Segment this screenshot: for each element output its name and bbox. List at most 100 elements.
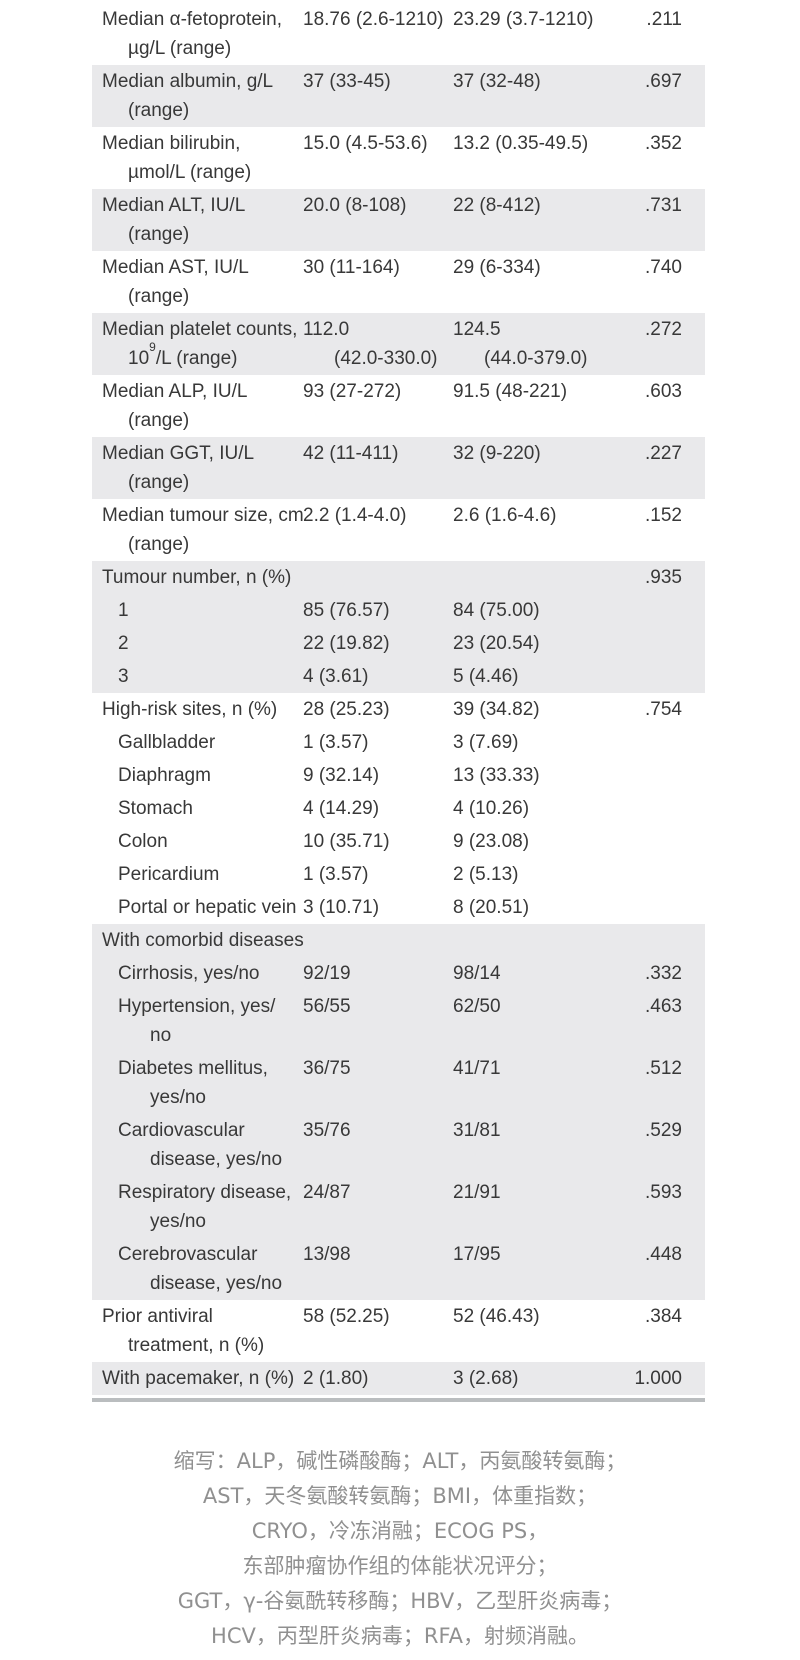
group1-value: 58 (52.25) <box>303 1306 390 1327</box>
p-value: .352 <box>645 133 682 154</box>
group1-value <box>297 926 447 955</box>
table-row: Median GGT, IU/L (range) 42 (11-411) 32 (9-… <box>92 437 705 499</box>
group2-value <box>447 926 597 955</box>
group2-value: 124.5 (44.0-379.0) <box>453 319 588 369</box>
table-row: Median tumour size, cm (range) 2.2 (1.4-4.… <box>92 499 705 561</box>
row-label: Prior antiviral treatment, n (%) <box>102 1306 265 1356</box>
table-row: Pericardium 1 (3.57) 2 (5.13) <box>92 858 705 891</box>
group1-value: 2 (1.80) <box>303 1368 369 1389</box>
group2-value: 5 (4.46) <box>453 666 519 687</box>
footnote-line: 东部肿瘤协作组的体能状况评分； <box>242 1554 558 1578</box>
row-label: Respiratory disease, yes/no <box>118 1182 292 1232</box>
group2-value: 8 (20.51) <box>453 897 530 918</box>
group1-value: 37 (33-45) <box>303 71 391 92</box>
table-row: 1 85 (76.57) 84 (75.00) <box>92 594 705 627</box>
row-label: Cardiovascular disease, yes/no <box>118 1120 283 1170</box>
group1-value <box>297 563 447 592</box>
p-value <box>597 761 705 790</box>
group2-value: 39 (34.82) <box>453 699 540 720</box>
p-value: .740 <box>645 257 682 278</box>
table-row: Respiratory disease, yes/no 24/87 21/91 .593 <box>92 1176 705 1238</box>
table-row: Median bilirubin, µmol/L (range) 15.0 (4.5… <box>92 127 705 189</box>
row-label: Median bilirubin, µmol/L (range) <box>102 133 252 183</box>
p-value: .211 <box>646 9 682 30</box>
row-label: Median platelet counts, 109/L (range) <box>102 319 298 369</box>
abbreviations-footnote: 缩写：ALP，碱性磷酸酶；ALT，丙氨酸转氨酶； AST，天冬氨酸转氨酶；BMI… <box>0 1444 800 1654</box>
p-value <box>597 629 705 658</box>
p-value <box>597 728 705 757</box>
group2-value: 2 (5.13) <box>453 864 519 885</box>
p-value <box>597 794 705 823</box>
group2-value: 98/14 <box>453 963 501 984</box>
p-value: .697 <box>645 71 682 92</box>
table-row: Tumour number, n (%) .935 <box>92 561 705 594</box>
row-label: Median AST, IU/L (range) <box>102 257 249 307</box>
row-label: Median tumour size, cm (range) <box>102 505 304 555</box>
group2-value: 13 (33.33) <box>453 765 540 786</box>
p-value: .731 <box>645 195 682 216</box>
p-value <box>597 893 705 922</box>
group2-value: 3 (7.69) <box>453 732 519 753</box>
row-label: With pacemaker, n (%) <box>102 1368 295 1389</box>
group1-value: 13/98 <box>303 1244 351 1265</box>
group2-value: 13.2 (0.35-49.5) <box>453 133 589 154</box>
p-value: .152 <box>645 505 682 526</box>
row-label: Pericardium <box>118 864 220 885</box>
row-label: Cirrhosis, yes/no <box>118 963 260 984</box>
group2-value: 52 (46.43) <box>453 1306 540 1327</box>
group1-value: 28 (25.23) <box>303 699 390 720</box>
group2-value: 2.6 (1.6-4.6) <box>453 505 557 526</box>
p-value: .227 <box>645 443 682 464</box>
table-row: 3 4 (3.61) 5 (4.46) <box>92 660 705 693</box>
group2-value: 84 (75.00) <box>453 600 540 621</box>
table-row: Prior antiviral treatment, n (%) 58 (52.25… <box>92 1300 705 1362</box>
group2-value: 91.5 (48-221) <box>453 381 568 402</box>
group2-value: 23.29 (3.7-1210) <box>453 9 594 30</box>
table-row: Cerebrovascular disease, yes/no 13/98 17/95… <box>92 1238 705 1300</box>
row-label: 1 <box>118 600 129 621</box>
p-value: .332 <box>645 963 682 984</box>
group1-value: 35/76 <box>303 1120 351 1141</box>
group2-value: 3 (2.68) <box>453 1368 519 1389</box>
group1-value: 30 (11-164) <box>303 257 400 278</box>
p-value: .448 <box>645 1244 682 1265</box>
characteristics-table: Median α-fetoprotein, µg/L (range) 18.76 (… <box>92 0 705 1395</box>
table-row: With pacemaker, n (%) 2 (1.80) 3 (2.68) 1.0… <box>92 1362 705 1395</box>
p-value: .384 <box>645 1306 682 1327</box>
table-wrap: Median α-fetoprotein, µg/L (range) 18.76 (… <box>92 0 705 1402</box>
table-row: Stomach 4 (14.29) 4 (10.26) <box>92 792 705 825</box>
row-label: Portal or hepatic vein <box>118 897 297 918</box>
p-value: .754 <box>645 699 682 720</box>
p-value: .593 <box>645 1182 682 1203</box>
group1-value: 20.0 (8-108) <box>303 195 407 216</box>
p-value: .272 <box>645 319 682 340</box>
row-label: Tumour number, n (%) <box>102 567 292 588</box>
table-row: Median ALT, IU/L (range) 20.0 (8-108) 22 (8… <box>92 189 705 251</box>
row-label: Cerebrovascular disease, yes/no <box>118 1244 283 1294</box>
group2-value: 29 (6-334) <box>453 257 541 278</box>
table-row: Median AST, IU/L (range) 30 (11-164) 29 (6-… <box>92 251 705 313</box>
row-label: With comorbid diseases <box>102 930 304 951</box>
table-row: Median ALP, IU/L (range) 93 (27-272) 91.5 (… <box>92 375 705 437</box>
p-value: .463 <box>645 996 682 1017</box>
row-label: Diaphragm <box>118 765 211 786</box>
group2-value: 17/95 <box>453 1244 501 1265</box>
group2-value: 9 (23.08) <box>453 831 530 852</box>
row-label: 2 <box>118 633 129 654</box>
group1-value: 2.2 (1.4-4.0) <box>303 505 407 526</box>
table-row: Portal or hepatic vein 3 (10.71) 8 (20.51) <box>92 891 705 924</box>
group1-value: 36/75 <box>303 1058 351 1079</box>
group2-value <box>447 563 597 592</box>
row-label: Median ALT, IU/L (range) <box>102 195 246 245</box>
table-row: Hypertension, yes/no 56/55 62/50 .463 <box>92 990 705 1052</box>
group2-value: 4 (10.26) <box>453 798 530 819</box>
table-row: With comorbid diseases <box>92 924 705 957</box>
group2-value: 22 (8-412) <box>453 195 541 216</box>
row-label: Colon <box>118 831 168 852</box>
table-row: Colon 10 (35.71) 9 (23.08) <box>92 825 705 858</box>
p-value <box>597 596 705 625</box>
row-label: Median ALP, IU/L (range) <box>102 381 248 431</box>
table-row: Diabetes mellitus, yes/no 36/75 41/71 .512 <box>92 1052 705 1114</box>
group2-value: 32 (9-220) <box>453 443 541 464</box>
group1-value: 1 (3.57) <box>303 732 369 753</box>
